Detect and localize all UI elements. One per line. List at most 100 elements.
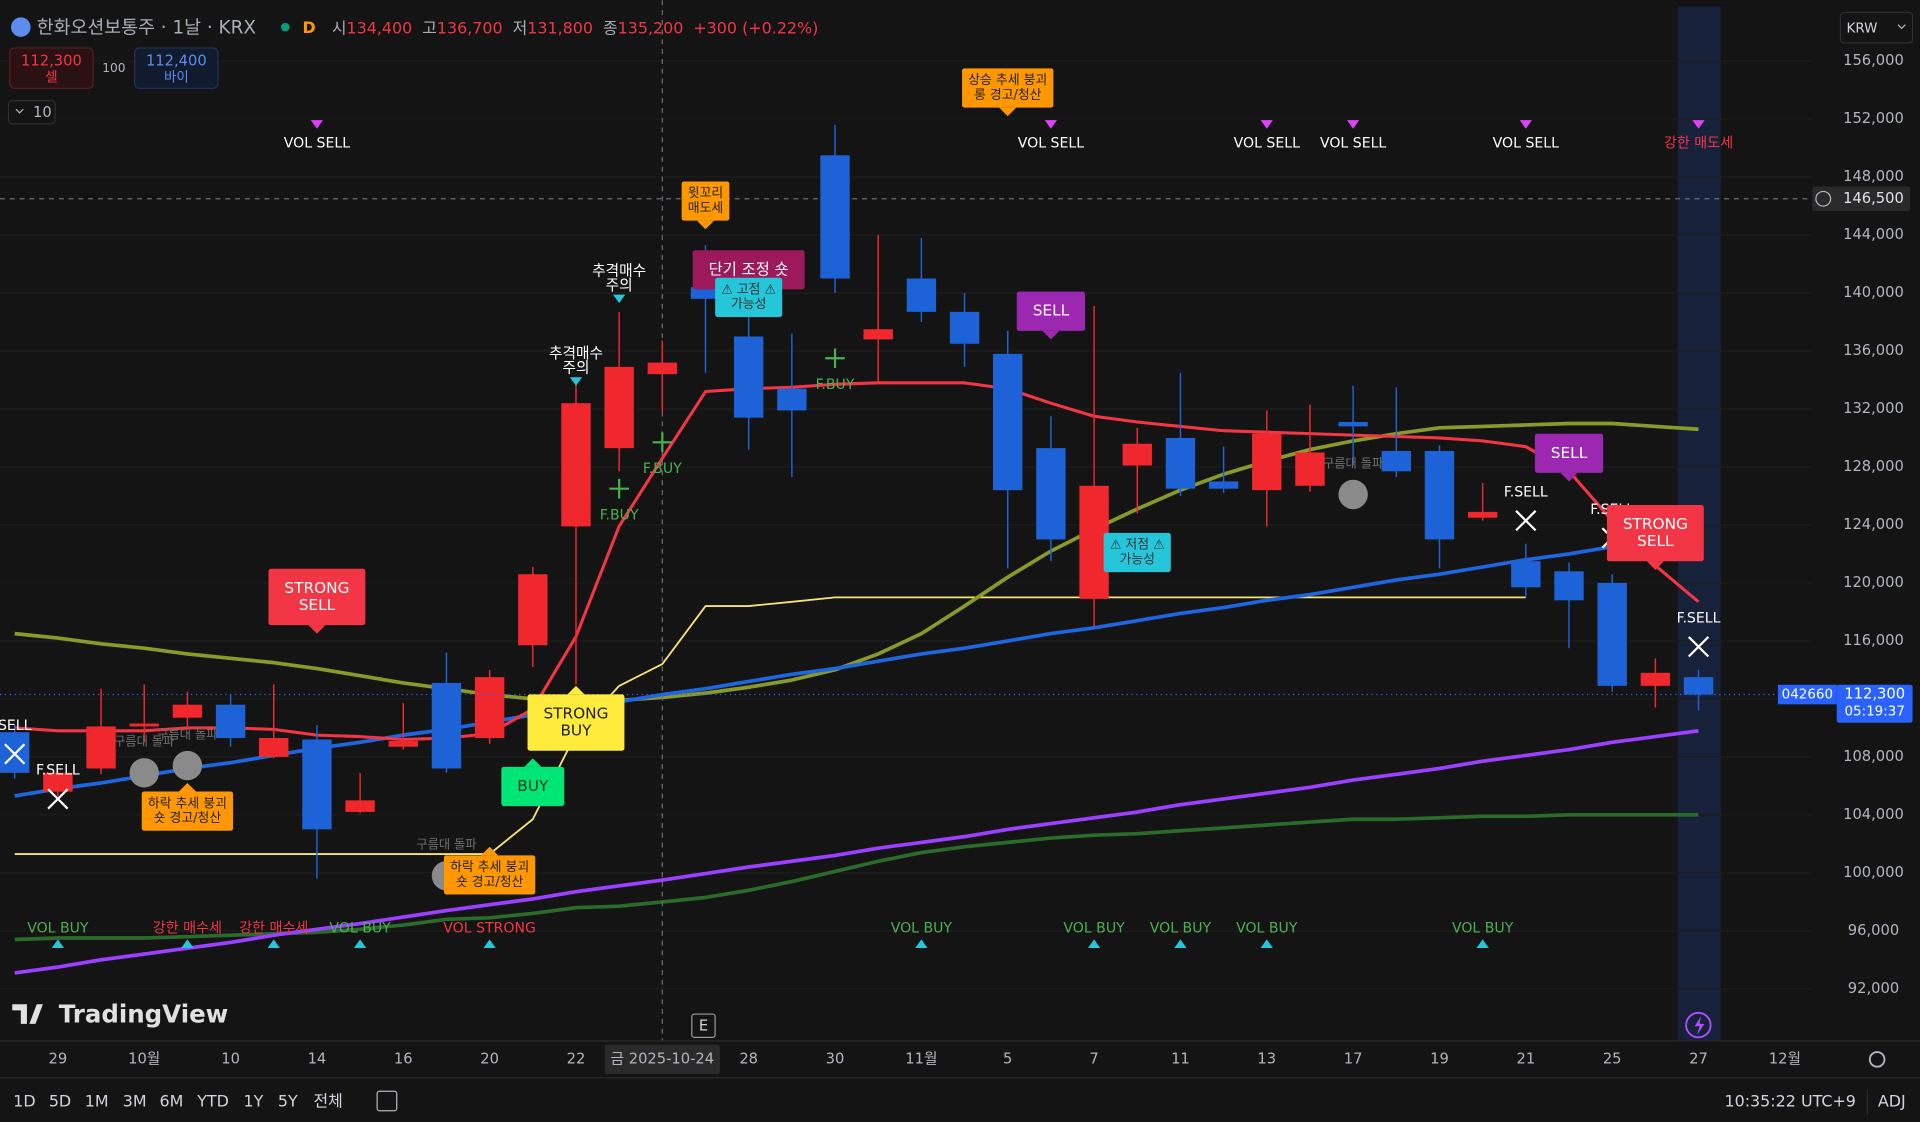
adj-button[interactable]: ADJ: [1878, 1092, 1906, 1111]
signal-label: ⚠ 고점 ⚠: [721, 283, 776, 298]
candle-body: [1597, 582, 1627, 686]
candle-body: [1208, 481, 1239, 489]
signal-label: 추격매수: [592, 262, 646, 279]
signal-box: [1534, 433, 1604, 473]
signal-marker: [825, 348, 845, 369]
signal-label: VOL SELL: [284, 135, 350, 151]
signal: VOL BUY: [891, 920, 952, 948]
signal-marker: [181, 939, 194, 948]
signal: ⚠ 고점 ⚠가능성: [715, 277, 783, 317]
date-range-icon[interactable]: [376, 1090, 398, 1112]
signal: VOL SELL: [1018, 120, 1084, 151]
y-tick-label: 100,000: [1843, 864, 1904, 881]
indicator-toggle[interactable]: [7, 99, 56, 125]
signal-label: SELL: [1033, 302, 1070, 320]
signal-label: 가능성: [731, 297, 766, 312]
clock[interactable]: 10:35:22 UTC+9: [1724, 1092, 1855, 1111]
signal-pointer: [1560, 472, 1578, 482]
symbol-title[interactable]: 한화오션보통주 · 1날 · KRX: [37, 17, 256, 38]
range-button[interactable]: YTD: [196, 1092, 229, 1111]
signal-label: STRONG: [543, 705, 608, 723]
candle-body: [993, 353, 1023, 491]
indicator-line: [14, 421, 1699, 703]
signal-marker: [1174, 939, 1187, 948]
candle-body: [43, 772, 73, 792]
earnings-marker[interactable]: [691, 1013, 716, 1038]
signal-box: [962, 68, 1054, 108]
open-label: 시: [332, 18, 347, 37]
signal-label: 주의: [562, 360, 589, 377]
signal-marker: [47, 788, 69, 810]
signal-label: 구름대 돌파: [157, 727, 217, 741]
signal: VOL BUY: [1236, 920, 1298, 948]
candle-body: [388, 740, 418, 747]
signal-label: 숏 경고/청산: [456, 875, 524, 890]
countdown: 05:19:37: [1844, 705, 1904, 720]
x-tick-label: 12월: [1769, 1050, 1801, 1067]
signal-box: [501, 766, 565, 807]
add-alert-icon[interactable]: [1815, 190, 1832, 207]
currency-button[interactable]: [1839, 11, 1914, 44]
candle-body: [1511, 561, 1541, 588]
open-value: 134,400: [346, 18, 412, 37]
signal-label: SELL: [1551, 444, 1588, 462]
signal-label: 윗꼬리: [688, 186, 723, 201]
signal-marker: [609, 478, 629, 499]
signal-marker: [483, 939, 496, 948]
signal-label: SELL: [299, 596, 336, 614]
candle-body: [129, 723, 159, 727]
signal: SELL: [1016, 291, 1086, 340]
signal-label: 주의: [606, 277, 633, 294]
settings-icon[interactable]: [1868, 1051, 1886, 1068]
range-button[interactable]: 1D: [13, 1092, 35, 1111]
signal-label: VOL SELL: [1320, 135, 1386, 151]
range-button[interactable]: 6M: [159, 1092, 183, 1111]
signal-pointer: [696, 220, 715, 230]
signal-label: VOL STRONG: [443, 920, 536, 936]
chevron-icon: [15, 108, 24, 114]
candle-body: [777, 388, 807, 411]
plot-area: VOL SELL VOL SELL VOL SELL VOL SELL VOL SELL…: [0, 0, 1813, 1041]
range-button[interactable]: 5D: [49, 1092, 71, 1111]
signal-label: VOL BUY: [1452, 920, 1514, 936]
signal-marker: [1519, 120, 1532, 129]
low-value: 131,800: [527, 18, 593, 37]
signal-label: 단기 조정 숏: [709, 260, 789, 278]
signal: VOL BUY: [1452, 920, 1514, 948]
range-button[interactable]: 5Y: [278, 1092, 298, 1111]
buy-button[interactable]: [134, 47, 219, 89]
candle-body: [1467, 511, 1498, 518]
candle-body: [431, 682, 462, 769]
signal-marker: [915, 939, 928, 948]
signal-marker: [613, 294, 626, 304]
range-button[interactable]: 1M: [85, 1092, 109, 1111]
signal-label: VOL SELL: [1234, 135, 1300, 151]
sell-label: 셀: [45, 69, 57, 85]
signal-box: [443, 855, 536, 895]
signal: 구름대 돌파: [114, 735, 174, 788]
event-icon[interactable]: [1685, 1011, 1712, 1039]
range-button[interactable]: 1Y: [244, 1092, 264, 1111]
signal-label: F.BUY: [643, 461, 682, 477]
signal-label: 상승 추세 붕괴: [968, 73, 1047, 88]
range-button[interactable]: 전체: [314, 1092, 343, 1111]
sell-button[interactable]: [9, 47, 94, 89]
candle-body: [1295, 452, 1325, 486]
signal: F.SELL: [36, 763, 80, 810]
x-tick-label: 10월: [128, 1050, 160, 1067]
high-value: 136,700: [437, 18, 503, 37]
signal-label: STRONG: [284, 579, 349, 597]
buy-price: 112,400: [146, 52, 207, 69]
signal-label: VOL BUY: [329, 920, 391, 936]
range-button[interactable]: 3M: [123, 1092, 147, 1111]
x-tick-label: 13: [1257, 1050, 1276, 1067]
candle-body: [690, 287, 721, 299]
close-value: 135,200: [618, 18, 684, 37]
signal-label: ⚠ 저점 ⚠: [1110, 538, 1165, 553]
signal-label: F.SELL: [1504, 484, 1548, 500]
signal: VOL BUY: [329, 920, 391, 948]
signal-label: VOL SELL: [1493, 135, 1559, 151]
candle-body: [1640, 672, 1671, 686]
signal-label: F.BUY: [600, 508, 639, 524]
